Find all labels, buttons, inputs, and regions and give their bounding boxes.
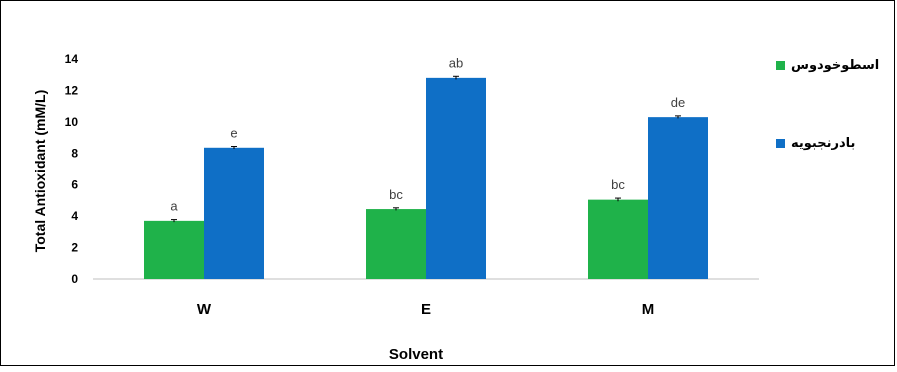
y-tick-label: 0 <box>71 272 78 286</box>
data-label: bc <box>611 177 625 192</box>
y-tick-label: 14 <box>65 52 79 66</box>
bar-2-w <box>204 147 264 279</box>
legend-swatch-series-1 <box>776 61 785 70</box>
y-tick-label: 4 <box>71 209 78 223</box>
bar-2-m <box>648 117 708 280</box>
x-tick-label: E <box>421 301 431 318</box>
bar-1-e <box>366 209 426 279</box>
data-label: ab <box>449 55 463 70</box>
y-axis: 0 2 4 6 8 10 12 14 <box>65 52 79 286</box>
y-tick-label: 8 <box>71 146 78 160</box>
bar-1-m <box>588 199 648 279</box>
data-label: e <box>230 126 237 141</box>
x-tick-label: M <box>642 301 655 318</box>
legend-item-series-2: بادرنجبويه <box>776 136 855 151</box>
y-tick-label: 10 <box>65 115 79 129</box>
y-axis-label: Total Antioxidant (mM/L) <box>32 90 48 253</box>
legend-label-series-1: اسطوخودوس <box>791 58 880 73</box>
data-label: de <box>671 95 685 110</box>
data-label: bc <box>389 187 403 202</box>
y-tick-label: 12 <box>65 83 79 97</box>
legend-swatch-series-2 <box>776 139 785 148</box>
data-label: a <box>170 199 178 214</box>
x-axis-label: Solvent <box>389 346 443 363</box>
bar-1-w <box>144 220 204 279</box>
legend-item-series-1: اسطوخودوس <box>776 58 879 73</box>
bars-layer: a e bc ab bc de <box>144 55 708 280</box>
bar-2-e <box>426 77 486 279</box>
y-tick-label: 2 <box>71 241 78 255</box>
legend-label-series-2: بادرنجبويه <box>791 136 856 151</box>
y-tick-label: 6 <box>71 178 78 192</box>
x-tick-label: W <box>197 301 212 318</box>
